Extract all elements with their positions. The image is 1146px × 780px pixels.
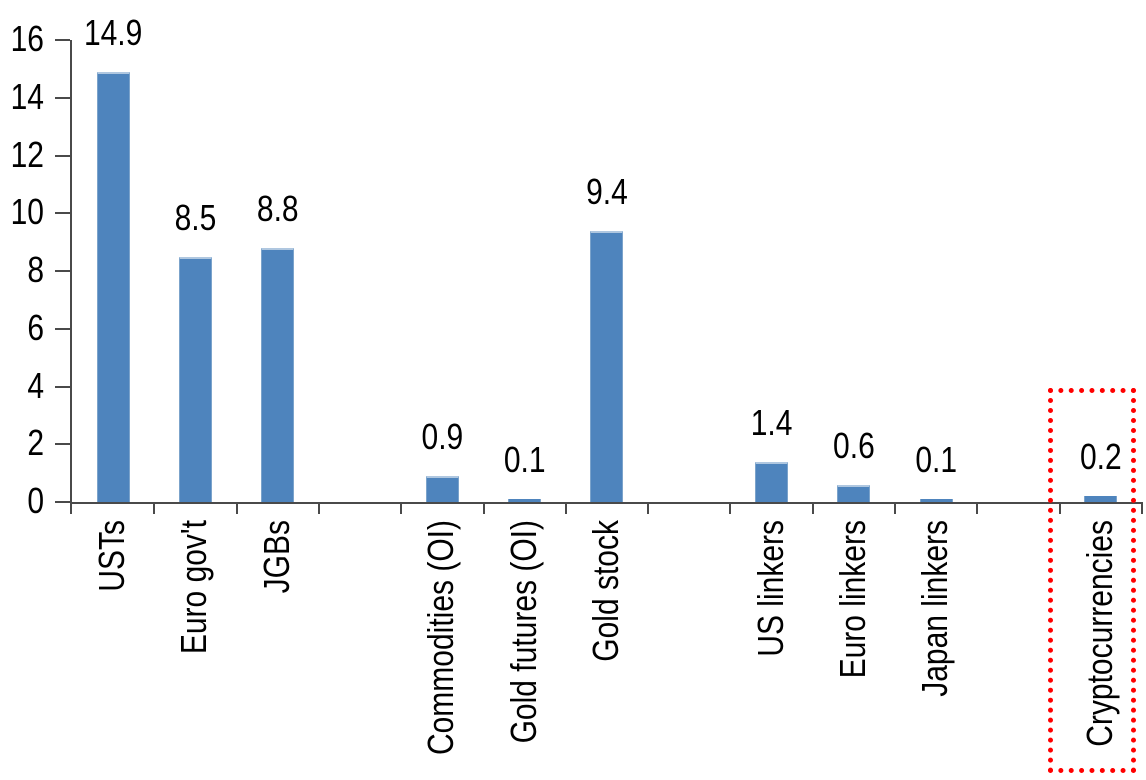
category-label: Gold stock [586,520,627,662]
y-tick-label: 2 [27,423,44,464]
x-tick [811,502,814,514]
y-tick-label: 0 [27,481,44,522]
category-label: US linkers [751,520,791,657]
y-tick-label: 10 [10,192,44,233]
category-label: Commodities (OI) [421,520,462,756]
bar [919,499,953,502]
y-tick [55,96,70,99]
x-tick [1058,502,1061,514]
y-tick-label: 16 [10,19,44,60]
x-tick [400,502,403,514]
bar-value-label: 9.4 [586,172,628,212]
bar [261,247,295,502]
bar [837,484,871,502]
category-label: Euro gov't [175,520,215,655]
x-tick [482,502,485,514]
bar-value-label: 0.6 [833,426,875,466]
y-tick-label: 8 [27,250,44,291]
y-tick [55,39,70,41]
y-tick-label: 6 [27,308,44,348]
x-tick [976,502,979,514]
bar [508,499,542,502]
category-label: Gold futures (OI) [504,520,544,744]
y-tick [55,385,70,388]
x-tick [235,502,238,514]
y-tick [55,270,70,272]
bar-value-label: 8.8 [256,189,299,230]
x-axis [70,502,1143,504]
y-tick [55,443,70,446]
bar [425,476,459,502]
x-tick [1140,502,1143,514]
highlight-dotted-box [1047,388,1136,773]
category-label: Japan linkers [915,520,956,697]
bar-value-label: 0.9 [421,417,464,458]
bar-value-label: 1.4 [750,403,793,443]
category-label: USTs [92,520,133,592]
x-tick [564,502,567,514]
x-tick [647,502,650,514]
category-label: Euro linkers [833,520,874,679]
y-tick-label: 14 [10,77,44,117]
bar-value-label: 14.9 [83,13,143,53]
y-axis [70,40,72,504]
bar [96,71,130,502]
bar-value-label: 0.1 [503,440,546,481]
bar [755,461,789,502]
y-tick-label: 12 [10,135,44,175]
x-tick [317,502,320,514]
bar [178,256,212,502]
bar-value-label: 0.2 [1079,437,1122,478]
x-tick [894,502,897,514]
y-tick-label: 4 [27,366,44,406]
bar [1084,496,1118,502]
y-tick [55,501,70,503]
y-tick [55,327,70,330]
bar [590,230,624,502]
y-tick [55,154,70,157]
x-tick [153,502,156,514]
bar-value-label: 8.5 [174,198,217,238]
category-label: JGBs [257,520,297,594]
x-tick [729,502,732,514]
bar-value-label: 0.1 [915,440,958,481]
y-tick [55,212,70,215]
x-tick [70,502,72,514]
